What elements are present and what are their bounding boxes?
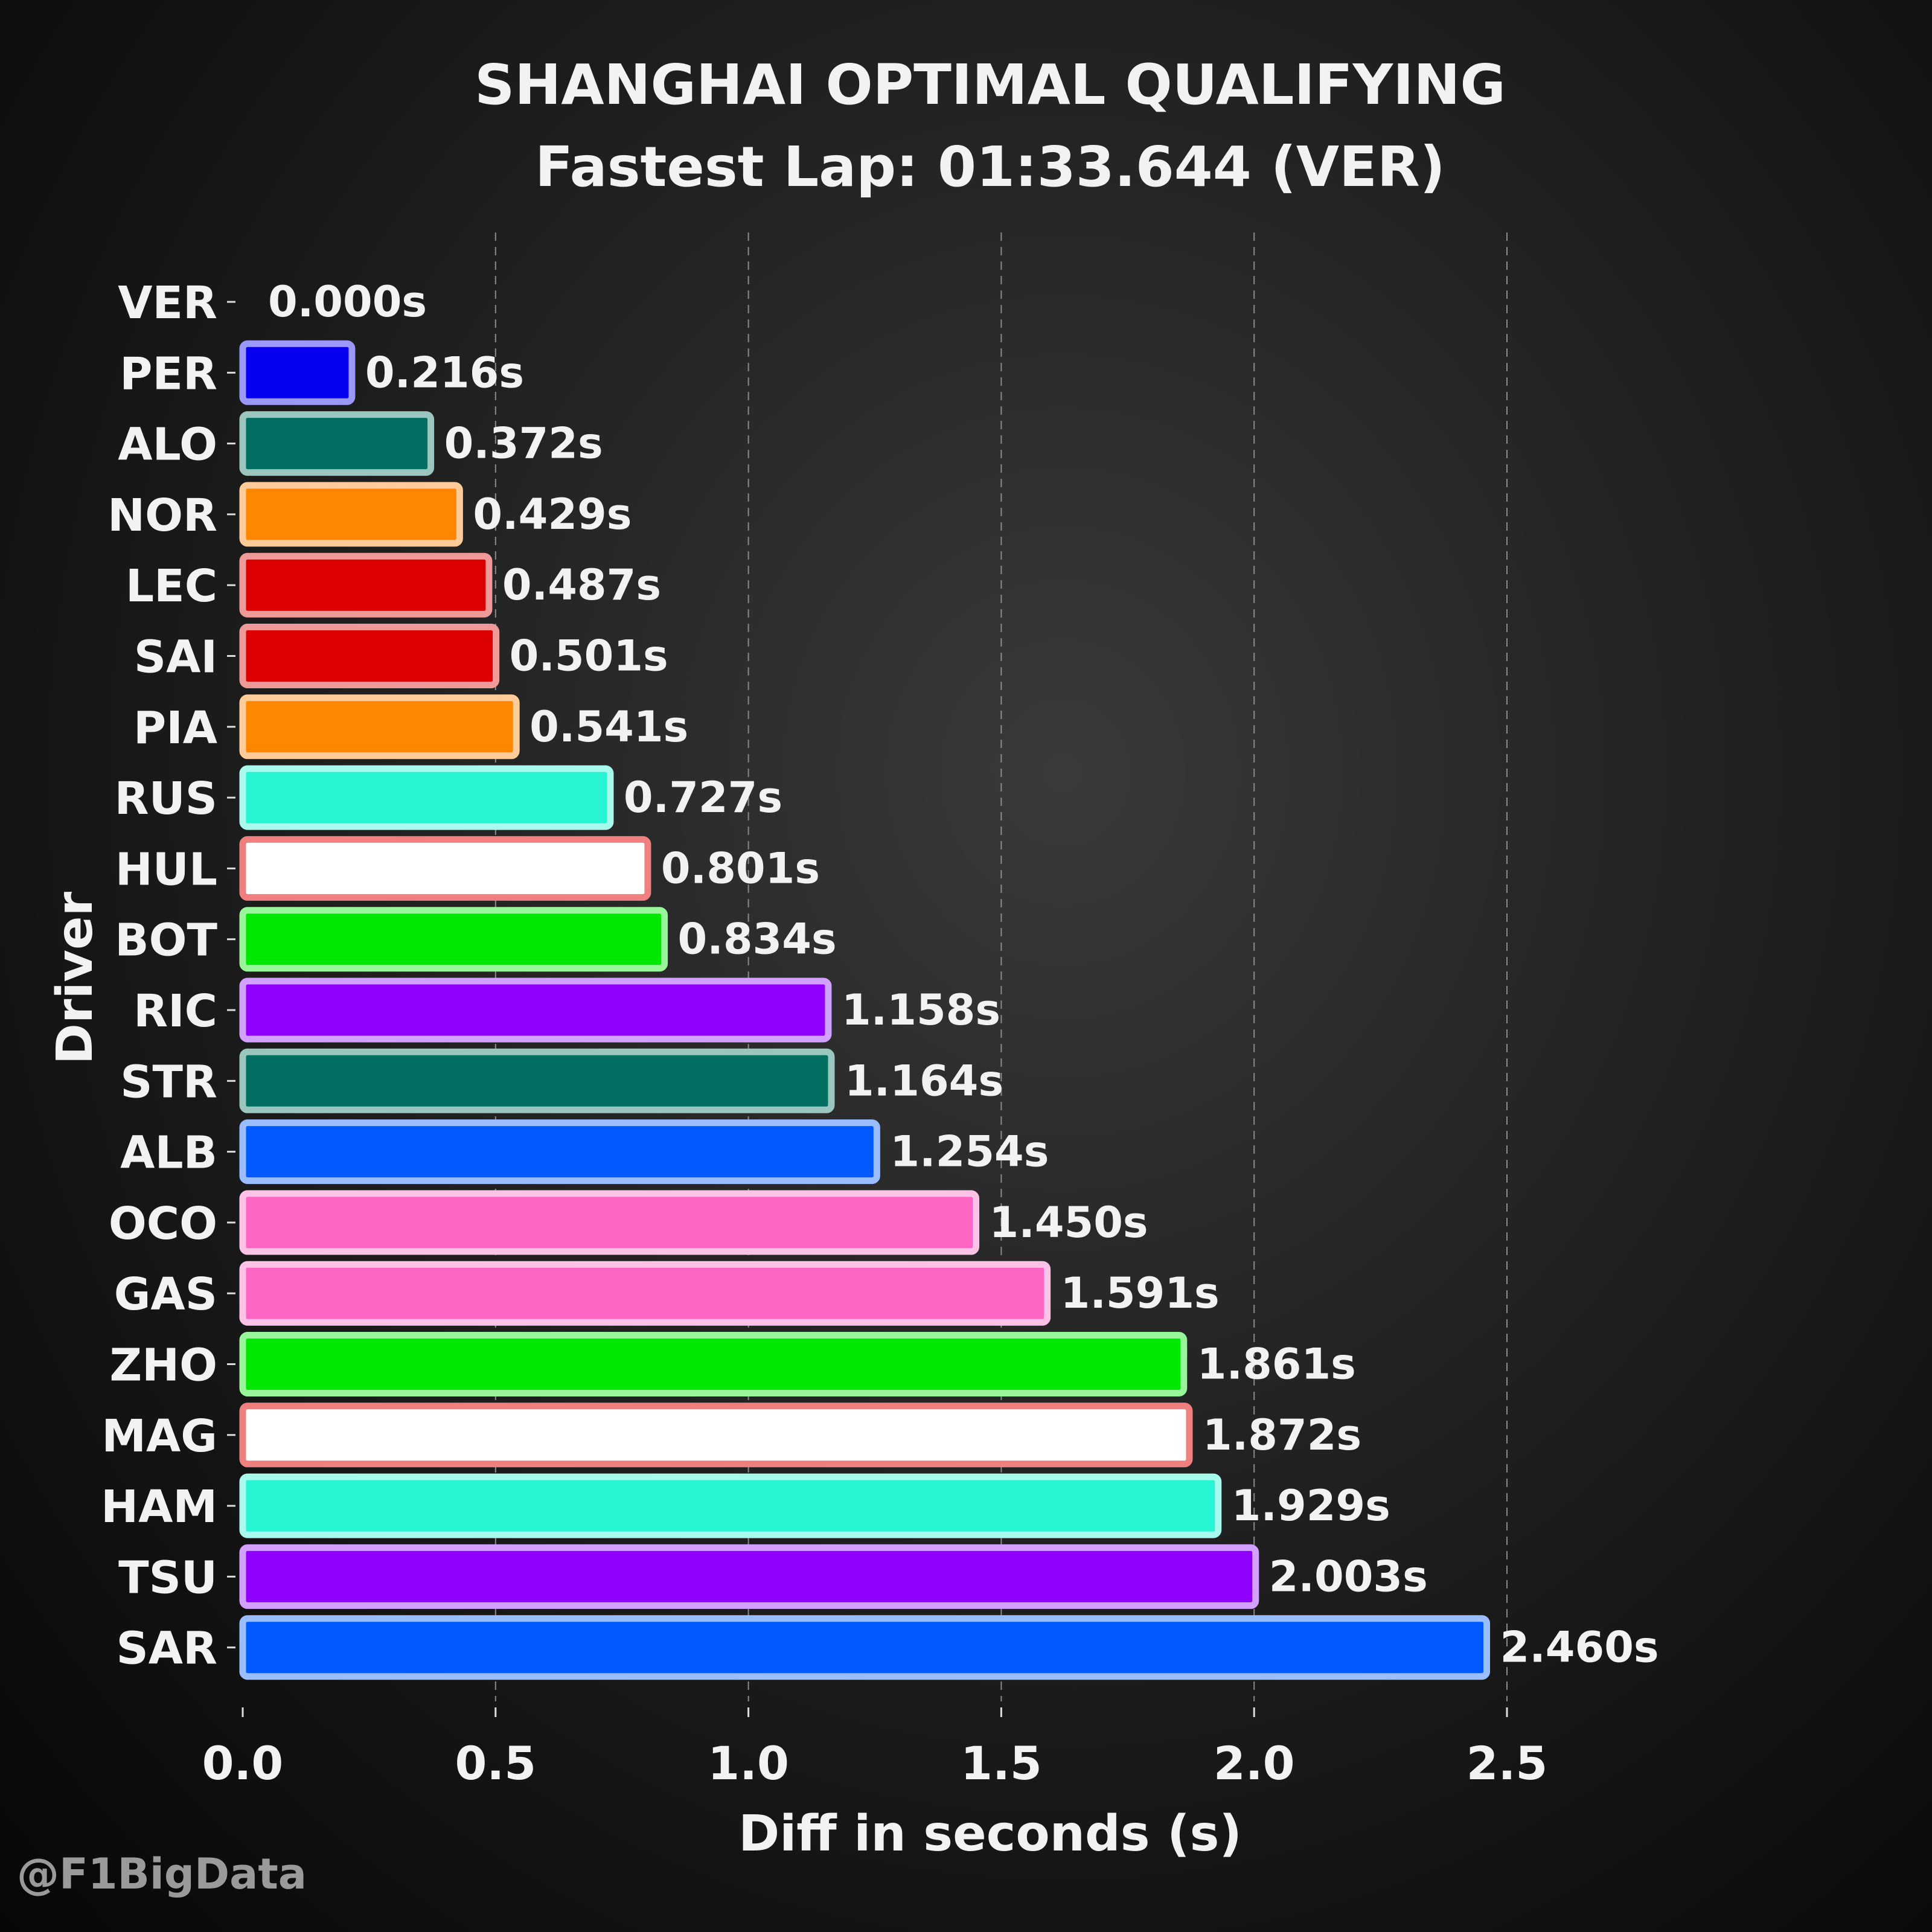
driver-label-mag: MAG: [101, 1410, 217, 1462]
driver-label-ric: RIC: [133, 985, 217, 1037]
value-label-bot: 0.834s: [678, 915, 837, 964]
value-label-per: 0.216s: [365, 348, 524, 397]
driver-label-hul: HUL: [115, 843, 217, 895]
x-tick-label: 2.0: [1214, 1736, 1295, 1790]
value-label-alb: 1.254s: [890, 1127, 1049, 1177]
driver-label-ham: HAM: [101, 1481, 217, 1533]
x-tick-labels: 0.0 0.5 1.0 1.5 2.0 2.5: [202, 1707, 1548, 1790]
y-tick-labels: VER PER ALO NOR LEC SAI PIA RUS HUL BOT RIC STR ALB O…: [101, 277, 235, 1675]
value-label-tsu: 2.003s: [1269, 1552, 1428, 1601]
x-tick-label: 0.0: [202, 1736, 284, 1790]
bar-alo: [239, 411, 435, 476]
bar-bot: [239, 907, 668, 972]
driver-label-pia: PIA: [133, 702, 217, 754]
bar-sai: [239, 624, 500, 688]
value-label-sar: 2.460s: [1500, 1623, 1659, 1672]
driver-label-sai: SAI: [134, 632, 217, 683]
value-label-zho: 1.861s: [1197, 1340, 1356, 1389]
value-label-str: 1.164s: [845, 1056, 1003, 1105]
watermark: @F1BigData: [17, 1849, 307, 1899]
driver-label-sar: SAR: [116, 1623, 217, 1675]
driver-label-per: PER: [120, 348, 217, 400]
value-label-ric: 1.158s: [842, 985, 1000, 1035]
chart-title: SHANGHAI OPTIMAL QUALIFYING: [475, 53, 1506, 117]
x-tick-label: 1.0: [708, 1736, 789, 1790]
bars: [239, 340, 1490, 1680]
chart-subtitle: Fastest Lap: 01:33.644 (VER): [535, 135, 1445, 199]
x-tick-label: 1.5: [961, 1736, 1042, 1790]
driver-label-zho: ZHO: [110, 1340, 218, 1392]
value-label-mag: 1.872s: [1203, 1410, 1361, 1460]
driver-label-alb: ALB: [120, 1127, 217, 1179]
value-label-lec: 0.487s: [502, 560, 661, 610]
driver-label-rus: RUS: [115, 773, 217, 825]
bar-zho: [239, 1332, 1188, 1396]
bar-hul: [239, 836, 651, 901]
bar-ric: [239, 977, 832, 1043]
value-label-oco: 1.450s: [990, 1198, 1148, 1247]
bar-ham: [239, 1473, 1222, 1538]
bar-gas: [239, 1261, 1051, 1326]
bar-nor: [239, 482, 463, 547]
bar-pia: [239, 694, 520, 760]
y-axis-label: Driver: [46, 891, 104, 1064]
value-label-hul: 0.801s: [661, 843, 820, 893]
x-tick-label: 2.5: [1467, 1736, 1548, 1790]
bar-alb: [239, 1119, 880, 1185]
value-label-ver: 0.000s: [268, 277, 427, 327]
bar-str: [239, 1048, 835, 1113]
driver-label-oco: OCO: [109, 1198, 217, 1250]
driver-label-ver: VER: [118, 277, 217, 329]
value-label-alo: 0.372s: [444, 419, 603, 469]
x-tick-label: 0.5: [455, 1736, 536, 1790]
bar-oco: [239, 1190, 980, 1255]
value-label-gas: 1.591s: [1061, 1268, 1220, 1318]
driver-label-gas: GAS: [114, 1268, 217, 1320]
driver-label-tsu: TSU: [118, 1552, 217, 1604]
driver-label-lec: LEC: [126, 560, 217, 612]
bar-per: [239, 340, 356, 405]
x-axis-label: Diff in seconds (s): [738, 1805, 1242, 1863]
value-label-ham: 1.929s: [1232, 1481, 1390, 1531]
bar-sar: [239, 1615, 1490, 1680]
value-label-pia: 0.541s: [529, 702, 688, 752]
value-label-sai: 0.501s: [510, 632, 668, 681]
driver-label-bot: BOT: [115, 915, 217, 967]
bar-lec: [239, 552, 493, 618]
driver-label-nor: NOR: [107, 490, 217, 542]
bar-rus: [239, 765, 614, 830]
value-label-nor: 0.429s: [473, 490, 632, 539]
bar-tsu: [239, 1544, 1259, 1609]
driver-label-str: STR: [120, 1056, 217, 1108]
bar-mag: [239, 1403, 1193, 1468]
driver-label-alo: ALO: [118, 419, 217, 471]
value-labels: 0.000s 0.216s 0.372s 0.429s 0.487s 0.501s 0.54…: [268, 277, 1659, 1672]
value-label-rus: 0.727s: [624, 773, 782, 822]
